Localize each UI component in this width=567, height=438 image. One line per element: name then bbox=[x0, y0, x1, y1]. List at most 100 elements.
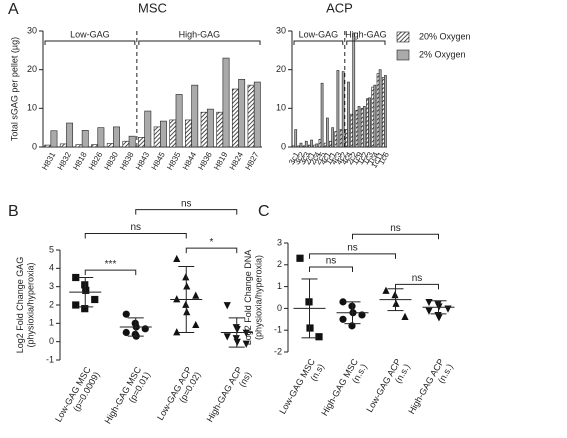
chart-title: ACP bbox=[326, 0, 353, 15]
y-axis-label: Log2 Fold Change GAG(physioxia/hyperoxia… bbox=[15, 257, 35, 354]
x-tick-label: H819 bbox=[212, 150, 230, 172]
y-tick-label: 0 bbox=[32, 141, 37, 151]
point bbox=[382, 286, 390, 294]
bar bbox=[97, 127, 105, 148]
bar bbox=[292, 145, 295, 148]
bar bbox=[253, 81, 261, 148]
y-axis-label: Total sGAG per pellet (µg) bbox=[9, 37, 19, 141]
y-tick-label: -2 bbox=[274, 346, 282, 356]
bar bbox=[304, 140, 308, 148]
bar bbox=[347, 81, 350, 148]
bar bbox=[310, 139, 313, 148]
significance-bracket bbox=[395, 283, 439, 290]
y-axis-label-line: Log2 Fold Change GAG bbox=[15, 257, 25, 354]
bar bbox=[360, 108, 364, 148]
point bbox=[72, 273, 80, 282]
group-label: High-GAG bbox=[345, 29, 387, 39]
legend-swatch bbox=[396, 31, 410, 43]
y-tick-label: 0 bbox=[277, 303, 282, 313]
bar bbox=[302, 145, 306, 148]
significance-bracket bbox=[135, 209, 238, 215]
bar bbox=[216, 111, 224, 148]
bar bbox=[153, 126, 161, 148]
y-tick-label: 2 bbox=[49, 299, 54, 309]
point bbox=[339, 298, 347, 306]
bar bbox=[334, 131, 338, 148]
x-tick-label: H843 bbox=[134, 150, 152, 172]
significance-label: ns bbox=[347, 243, 358, 254]
y-tick-label: 1 bbox=[49, 318, 54, 328]
y-tick-label: -1 bbox=[46, 354, 54, 364]
bar bbox=[169, 119, 177, 148]
y-tick-label: 30 bbox=[276, 25, 286, 35]
y-tick-label: 4 bbox=[49, 263, 54, 273]
bar bbox=[315, 143, 319, 148]
y-tick-label: 2 bbox=[277, 259, 282, 269]
group-bracket bbox=[346, 40, 386, 45]
x-tick-label: H826 bbox=[87, 150, 105, 172]
point bbox=[242, 329, 250, 337]
x-tick-label: H827 bbox=[243, 150, 261, 172]
bar bbox=[299, 142, 303, 148]
bar bbox=[384, 75, 387, 148]
bar bbox=[371, 86, 375, 148]
y-tick-label: 3 bbox=[277, 237, 282, 247]
point bbox=[296, 254, 304, 262]
group-bracket bbox=[44, 40, 136, 45]
bar bbox=[175, 94, 183, 148]
y-tick-label: 20 bbox=[276, 64, 286, 74]
bar bbox=[294, 129, 298, 148]
x-tick-label: Low-GAG MSC(p=0.0009) bbox=[53, 365, 102, 429]
panel-label: A bbox=[8, 1, 19, 18]
bar bbox=[222, 57, 230, 148]
point bbox=[122, 310, 130, 318]
bar bbox=[355, 109, 359, 148]
x-tick-label: H838 bbox=[118, 150, 136, 172]
x-tick-label-line: Low-GAG MSC bbox=[278, 357, 318, 416]
y-tick-label: 3 bbox=[49, 281, 54, 291]
significance-bracket bbox=[352, 233, 439, 240]
bar bbox=[81, 130, 89, 148]
significance-bracket bbox=[185, 247, 238, 254]
x-tick-label: High-GAG MSC(n.s.) bbox=[320, 357, 370, 423]
bar bbox=[329, 140, 332, 148]
x-tick-label-line: High-GAG MSC bbox=[320, 357, 361, 418]
significance-label: * bbox=[210, 237, 214, 248]
point bbox=[141, 325, 149, 333]
bar bbox=[368, 97, 371, 148]
point bbox=[173, 328, 181, 336]
x-tick-label: H818 bbox=[71, 150, 89, 172]
bar bbox=[362, 106, 366, 148]
y-axis-label: Log2 Fold Change DNA(physioxia/hyperoxia… bbox=[243, 250, 263, 346]
bar bbox=[326, 117, 329, 148]
y-tick-label: 20 bbox=[27, 64, 37, 74]
bar bbox=[341, 71, 345, 148]
significance-label: ns bbox=[390, 223, 401, 234]
bar bbox=[339, 129, 343, 148]
bar bbox=[106, 143, 114, 148]
point bbox=[192, 320, 200, 329]
x-tick-label: High-GAG ACP(n.s.) bbox=[407, 357, 456, 421]
bar bbox=[59, 143, 67, 148]
bar bbox=[91, 144, 99, 148]
bar bbox=[75, 144, 83, 148]
bar bbox=[345, 129, 348, 148]
bar bbox=[50, 130, 58, 148]
bar bbox=[323, 142, 327, 148]
x-tick-label: H845 bbox=[150, 150, 168, 172]
significance-label: ns bbox=[326, 256, 337, 267]
point bbox=[192, 291, 200, 299]
significance-bracket bbox=[84, 233, 187, 239]
bar bbox=[378, 69, 382, 148]
bar bbox=[320, 82, 324, 148]
group-label: High-GAG bbox=[179, 29, 221, 39]
group-label: Low-GAG bbox=[299, 29, 339, 39]
bar bbox=[313, 144, 317, 148]
bar bbox=[185, 119, 192, 148]
panel-label: B bbox=[8, 203, 19, 220]
bar bbox=[297, 145, 301, 148]
x-tick-label-line: Low-GAG ACP bbox=[365, 357, 404, 414]
point bbox=[242, 340, 250, 348]
x-tick-label: High-GAG MSC(p=0.01) bbox=[103, 365, 153, 431]
